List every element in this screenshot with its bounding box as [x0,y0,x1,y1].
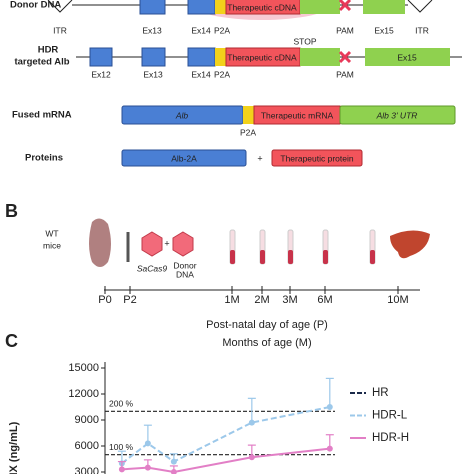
pam-x [338,0,352,12]
label: P2A [214,69,230,79]
label: PAM [336,69,354,79]
exon [363,0,405,14]
timepoint-label: 2M [254,294,269,306]
point [118,466,125,473]
exon [187,47,216,67]
y-tick-label: 3000 [75,466,99,474]
label: Ex14 [191,25,211,35]
reference-label: 100 % [109,442,134,452]
protein [271,149,363,167]
row-label: Proteins [25,153,63,164]
label: Ex13 [142,25,162,35]
virus [141,231,163,257]
y-tick-label: 12000 [68,388,99,400]
label: DNA [176,269,194,279]
timepoint-label: 3M [282,294,297,306]
timepoint-label: 1M [224,294,239,306]
label: P2A [214,25,230,35]
exon [141,47,166,67]
p2a [215,48,226,66]
hdr-row: HDR targeted Alb Therapeutic cDNA STOP E… [14,36,462,79]
exon [89,47,113,67]
point [326,404,333,410]
label: Ex15 [397,52,417,62]
row-label: Donor DNA [10,0,61,11]
axis-title: Post-natal day of age (P) [206,319,328,331]
label: Alb [175,110,189,120]
label: PAM [336,25,354,35]
y-axis-title: FIX (ng/mL) [8,421,20,474]
exon [365,48,450,66]
label: Alb 3' UTR [376,110,418,120]
legend-label: HDR-H [372,432,409,444]
timepoint-label: 10M [387,294,408,306]
label: SaCas9 [137,263,168,273]
legend-label: HR [372,387,389,399]
point [144,464,151,471]
y-tick-label: 9000 [75,414,99,426]
utr [339,105,456,125]
axis-title: Months of age (M) [222,337,311,349]
row-label: HDR [38,45,59,56]
label: ITR [415,25,429,35]
panel-letter: B [5,201,18,221]
p2a [215,0,226,14]
label: mice [43,240,61,250]
point [248,419,255,426]
label: Alb-2A [171,153,197,163]
virus [172,231,194,257]
label: Ex14 [191,69,211,79]
label: Donor [173,260,196,270]
exon [187,0,216,15]
timepoint-label: P2 [123,294,136,306]
itr [47,0,73,13]
legend-label: HDR-L [372,410,408,422]
donor-row: Therapeutic cDNA ITR Ex13 Ex14 P2A PAM E… [10,0,433,35]
exon [300,0,340,14]
exon [300,48,340,66]
y-tick-label: 15000 [68,362,99,374]
label: + [257,153,262,163]
liver [390,230,430,259]
panel-b: B WT mice + SaCas9 Donor DNA Post-natal … [5,201,430,349]
point [248,454,255,461]
label: WT [45,228,58,238]
point [144,440,151,447]
timepoint-label: 6M [317,294,332,306]
mrna-row: Fused mRNA Alb Therapeutic mRNA Alb 3' U… [12,105,456,137]
label: Ex12 [91,69,111,79]
label: Therapeutic cDNA [227,2,297,12]
reference-label: 200 % [109,399,134,409]
label: STOP [294,36,317,46]
label: Therapeutic cDNA [227,52,297,62]
point [170,469,177,474]
label: Ex13 [143,69,163,79]
label: Therapeutic protein [280,153,354,163]
itr [407,0,433,13]
timepoint-label: P0 [98,294,111,306]
pam-x [338,50,352,64]
label: Therapeutic mRNA [261,110,334,120]
point [170,458,177,465]
tubes [229,229,376,265]
row-label: Fused mRNA [12,110,72,121]
label: ITR [53,25,67,35]
y-tick-label: 6000 [75,440,99,452]
p2a [243,106,254,124]
label: + [164,238,169,248]
row-label: targeted Alb [14,57,69,68]
series-line [121,447,330,474]
label: P2A [240,127,256,137]
point [326,445,333,452]
panel-letter: C [5,331,18,351]
protein-row: Proteins Alb-2A + Therapeutic protein [25,149,363,167]
protein [121,149,247,167]
mouse [89,218,111,267]
exon [139,0,166,15]
label: Ex15 [374,25,394,35]
